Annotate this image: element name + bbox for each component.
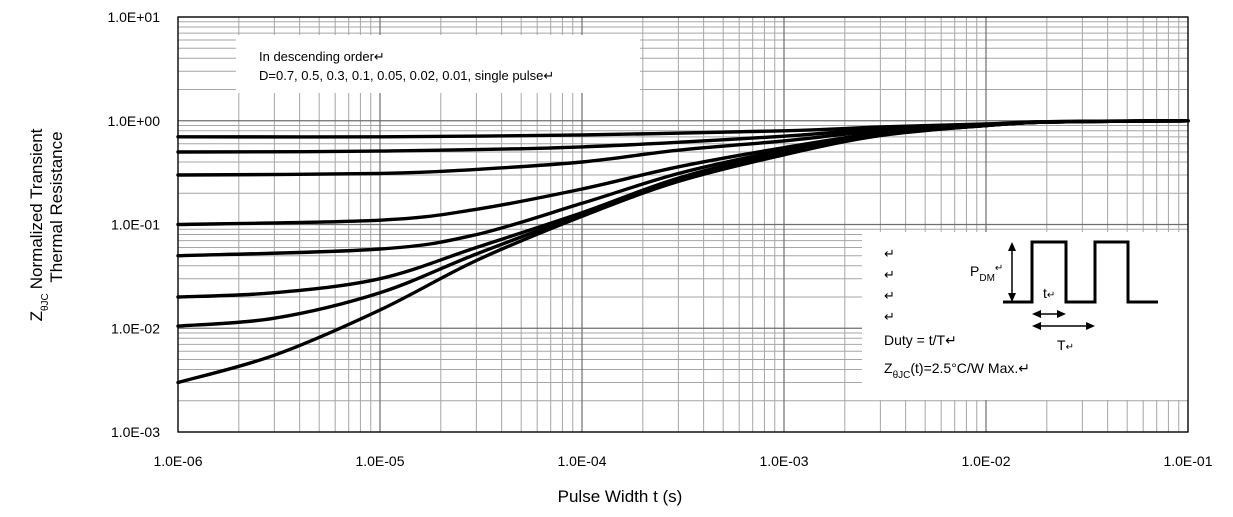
legend-line-2: D=0.7, 0.5, 0.3, 0.1, 0.05, 0.02, 0.01, …	[259, 68, 554, 83]
t-arrowhead-right	[1057, 310, 1066, 318]
plot-frame	[177, 16, 1189, 433]
T-arrowhead-left	[1032, 322, 1041, 330]
y-axis-label-line-2: Thermal Resistance	[47, 131, 66, 282]
y-tick-label: 1.0E+00	[107, 113, 160, 129]
y-tick-label: 1.0E-02	[111, 320, 160, 336]
inset-mark-2: ↵	[884, 267, 895, 282]
y-axis-label: ZθJCNormalized Transient Thermal Resista…	[27, 128, 66, 321]
y-tick-label: 1.0E-03	[111, 424, 160, 440]
x-tick-labels: 1.0E-06 1.0E-05 1.0E-04 1.0E-03 1.0E-02 1.0E-…	[153, 453, 1212, 469]
pdm-arrowhead-up	[1008, 242, 1016, 251]
x-tick-label: 1.0E-02	[961, 453, 1010, 469]
x-tick-label: 1.0E-04	[557, 453, 606, 469]
inset-box	[862, 232, 1188, 400]
legend-line-1: In descending order↵	[259, 49, 385, 64]
x-tick-label: 1.0E-03	[759, 453, 808, 469]
y-tick-label: 1.0E-01	[111, 217, 160, 233]
inset-mark-1: ↵	[884, 246, 895, 261]
x-tick-label: 1.0E-05	[355, 453, 404, 469]
T-arrowhead-right	[1086, 322, 1095, 330]
duty-inset: ↵ ↵ ↵ ↵ PDM↵ t↵ T↵ Duty = t/T↵ ZθJC(t)=2…	[862, 232, 1188, 400]
series-layer	[176, 119, 1190, 385]
pdm-arrowhead-down	[1008, 293, 1016, 302]
inset-mark-3: ↵	[884, 288, 895, 303]
series-single-pulse	[176, 119, 1190, 385]
y-axis-label-line-1: ZθJCNormalized Transient	[27, 128, 51, 321]
zthjc-text: ZθJC(t)=2.5°C/W Max.↵	[884, 360, 1030, 381]
x-axis-label: Pulse Width t (s)	[558, 487, 683, 506]
t-arrowhead-left	[1032, 310, 1041, 318]
legend-box	[236, 35, 640, 93]
inset-mark-4: ↵	[884, 309, 895, 324]
t-label: t↵	[1043, 285, 1055, 301]
duty-text: Duty = t/T↵	[884, 332, 957, 348]
T-label: T↵	[1057, 337, 1074, 353]
x-tick-label: 1.0E-01	[1163, 453, 1212, 469]
pulse-waveform	[1003, 240, 1158, 304]
pdm-label: PDM↵	[970, 263, 1003, 284]
x-tick-label: 1.0E-06	[153, 453, 202, 469]
legend: In descending order↵ D=0.7, 0.5, 0.3, 0.…	[236, 35, 640, 93]
y-tick-labels: 1.0E-03 1.0E-02 1.0E-01 1.0E+00 1.0E+01	[107, 9, 160, 440]
y-tick-label: 1.0E+01	[107, 9, 160, 25]
